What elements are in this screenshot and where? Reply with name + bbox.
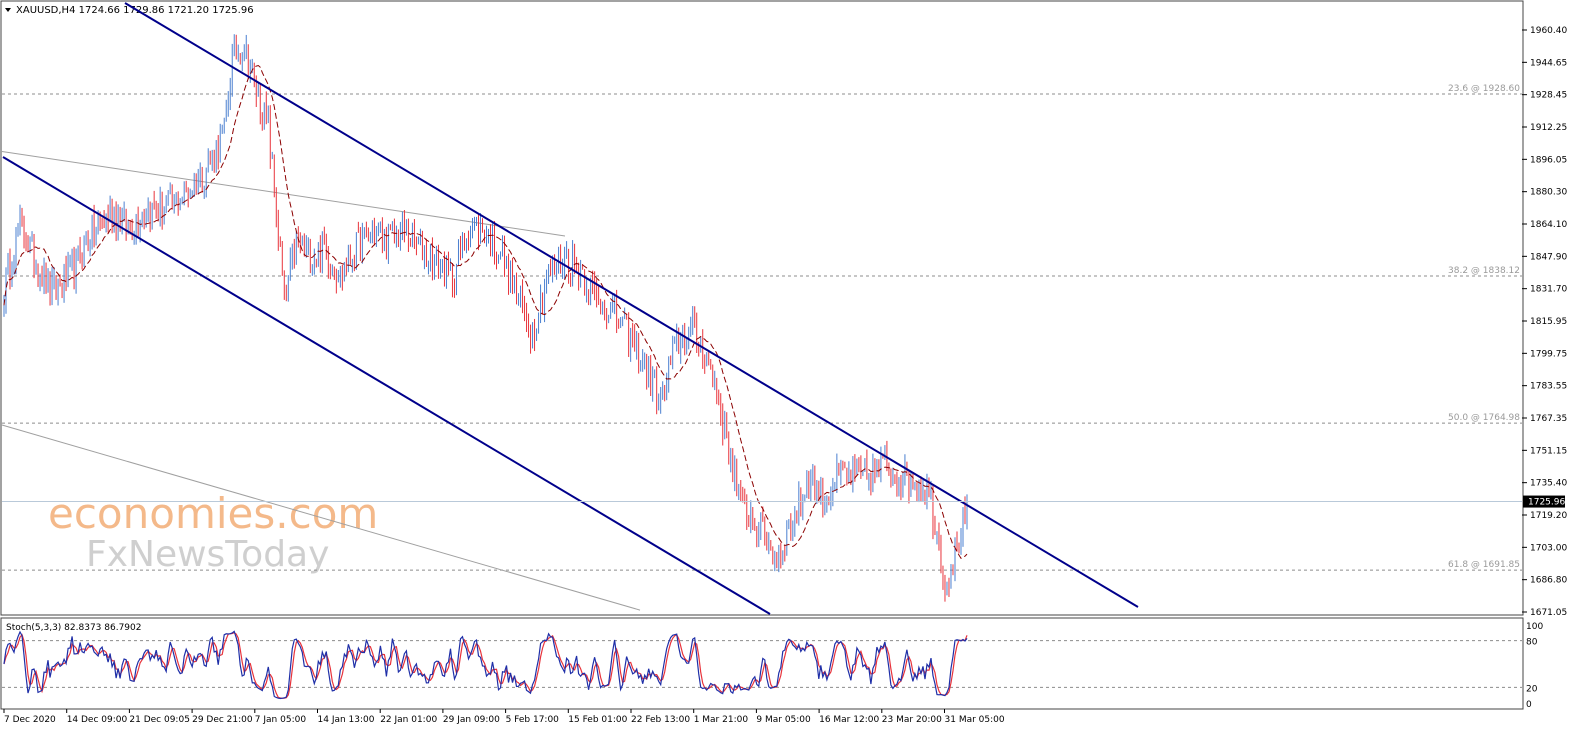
time-tick-label: 22 Feb 13:00 (631, 715, 690, 725)
current-price: 1725.96 (2, 495, 1565, 508)
time-tick-label: 7 Jan 05:00 (255, 715, 307, 725)
stochastic-panel: 100 80 20 0 (2, 622, 1543, 710)
price-tick-label: 1783.55 (1530, 382, 1567, 392)
price-tick-label: 1671.05 (1530, 608, 1567, 618)
fib-level-label: 38.2 @ 1838.12 (1448, 266, 1520, 276)
channel-upper-line[interactable] (124, 2, 1139, 608)
fib-level-label: 61.8 @ 1691.85 (1448, 560, 1520, 570)
trendline-lower-grey[interactable] (1, 424, 641, 611)
price-tick-label: 1751.15 (1530, 446, 1567, 456)
watermark-economies: economies.com (48, 489, 378, 538)
ma-line[interactable] (3, 64, 968, 560)
price-tick-label: 1928.45 (1530, 91, 1567, 101)
price-tick-label: 1703.00 (1530, 543, 1567, 553)
watermark-fxnewstoday: FxNewsToday (86, 534, 329, 575)
time-tick-label: 1 Mar 21:00 (694, 715, 749, 725)
price-tick-label: 1896.05 (1530, 155, 1567, 165)
channel-lower-line[interactable] (2, 156, 771, 615)
symbol-info: XAUUSD,H4 1724.66 1729.86 1721.20 1725.9… (16, 5, 254, 16)
moving-average (3, 64, 968, 560)
price-tick-label: 1912.25 (1530, 123, 1567, 133)
time-tick-label: 21 Dec 09:05 (129, 715, 190, 725)
time-tick-label: 5 Feb 17:00 (506, 715, 560, 725)
price-tick-label: 1719.20 (1530, 511, 1567, 521)
stoch-tick-label: 0 (1526, 700, 1532, 710)
chart-header: XAUUSD,H4 1724.66 1729.86 1721.20 1725.9… (5, 5, 254, 16)
price-tick-label: 1944.65 (1530, 58, 1567, 68)
stoch-main-line (3, 630, 968, 700)
price-tick-label: 1686.80 (1530, 576, 1567, 586)
stoch-tick-label: 20 (1526, 684, 1538, 694)
price-axis: 1960.40 1944.65 1928.45 1912.25 1896.05 1880.… (1522, 26, 1567, 618)
stoch-signal-line (3, 632, 968, 699)
price-tick-label: 1880.30 (1530, 188, 1567, 198)
dropdown-triangle-icon[interactable] (5, 8, 11, 12)
fib-level-label: 50.0 @ 1764.98 (1448, 413, 1520, 423)
candles (3, 34, 968, 602)
time-tick-label: 16 Mar 12:00 (819, 715, 879, 725)
price-tick-label: 1815.95 (1530, 317, 1567, 327)
trendline-upper-grey[interactable] (1, 150, 566, 237)
current-price-label: 1725.96 (1528, 498, 1565, 508)
time-tick-label: 9 Mar 05:00 (756, 715, 811, 725)
stoch-tick-label: 80 (1526, 638, 1538, 648)
time-tick-label: 14 Dec 09:00 (67, 715, 128, 725)
time-tick-label: 29 Dec 21:00 (192, 715, 253, 725)
price-tick-label: 1847.90 (1530, 252, 1567, 262)
watermark: economies.com FxNewsToday (48, 489, 378, 575)
price-tick-label: 1831.70 (1530, 285, 1567, 295)
price-tick-label: 1960.40 (1530, 26, 1567, 36)
time-tick-label: 7 Dec 2020 (4, 715, 56, 725)
trend-lines (1, 150, 641, 611)
time-tick-label: 14 Jan 13:00 (318, 715, 375, 725)
price-tick-label: 1767.35 (1530, 414, 1567, 424)
stoch-tick-label: 100 (1526, 622, 1543, 632)
price-tick-label: 1799.75 (1530, 349, 1567, 359)
price-tick-label: 1735.40 (1530, 479, 1567, 489)
time-tick-label: 29 Jan 09:00 (443, 715, 500, 725)
stoch-label: Stoch(5,3,3) 82.8373 86.7902 (6, 623, 141, 633)
price-tick-label: 1864.10 (1530, 220, 1567, 230)
fib-level-label: 23.6 @ 1928.60 (1448, 84, 1520, 94)
time-tick-label: 22 Jan 01:00 (380, 715, 437, 725)
time-tick-label: 23 Mar 20:00 (882, 715, 942, 725)
time-tick-label: 31 Mar 05:00 (945, 715, 1005, 725)
time-axis: 7 Dec 2020 14 Dec 09:00 21 Dec 09:05 29 Dec… (3, 709, 1005, 725)
fib-levels: 23.6 @ 1928.60 38.2 @ 1838.12 50.0 @ 1764.… (2, 84, 1522, 571)
channel-lines[interactable] (2, 2, 1139, 615)
time-tick-label: 15 Feb 01:00 (568, 715, 627, 725)
current-price-tag (1523, 495, 1565, 508)
